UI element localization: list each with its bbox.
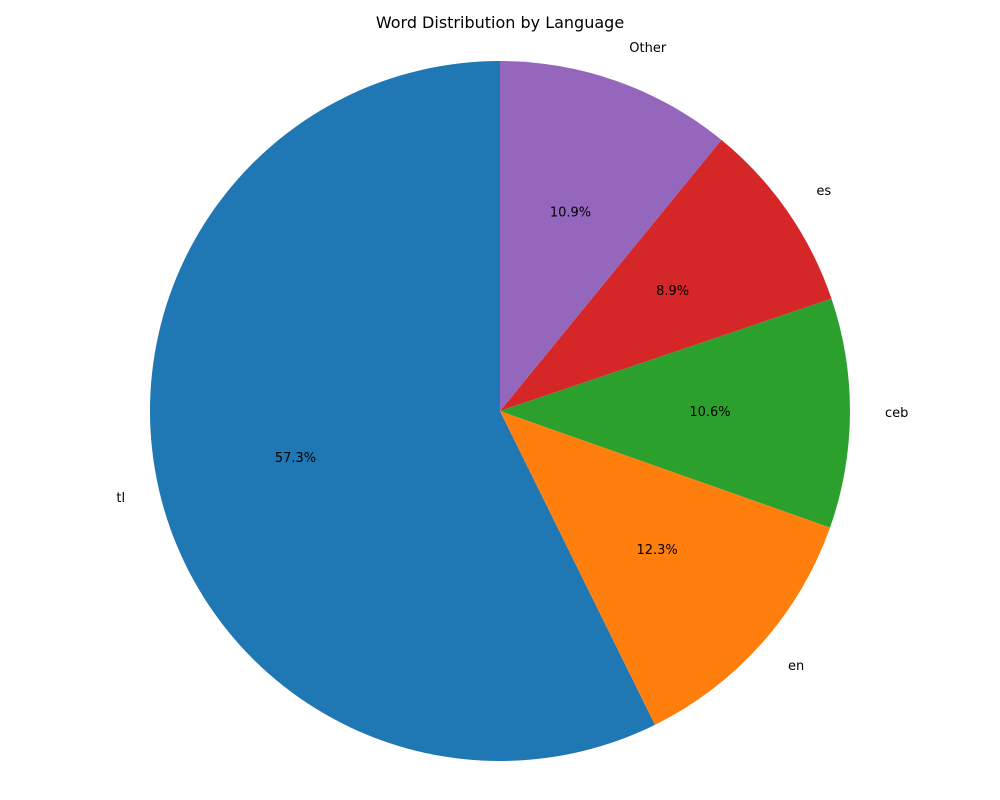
pct-label-tl: 57.3% xyxy=(275,451,316,466)
pie-slice-tl xyxy=(149,60,655,761)
pct-label-en: 12.3% xyxy=(636,543,677,558)
slice-label-en: en xyxy=(788,659,804,674)
pie-slice-es xyxy=(500,139,832,412)
chart-title: Word Distribution by Language xyxy=(376,13,624,32)
slice-label-es: es xyxy=(816,184,831,199)
slice-label-other: Other xyxy=(629,41,667,56)
pie-slice-ceb xyxy=(500,298,850,528)
pct-label-ceb: 10.6% xyxy=(689,405,730,420)
pie-slices xyxy=(149,60,850,761)
slice-label-ceb: ceb xyxy=(885,406,908,421)
pct-label-other: 10.9% xyxy=(550,206,591,221)
pie-slice-other xyxy=(500,61,722,411)
pct-label-es: 8.9% xyxy=(656,284,689,299)
pie-labels: tl 57.3% en 12.3% ceb 10.6% es 8.9% Other 10.9% xyxy=(116,41,908,674)
slice-label-tl: tl xyxy=(116,491,125,506)
pie-slice-en xyxy=(500,411,831,725)
